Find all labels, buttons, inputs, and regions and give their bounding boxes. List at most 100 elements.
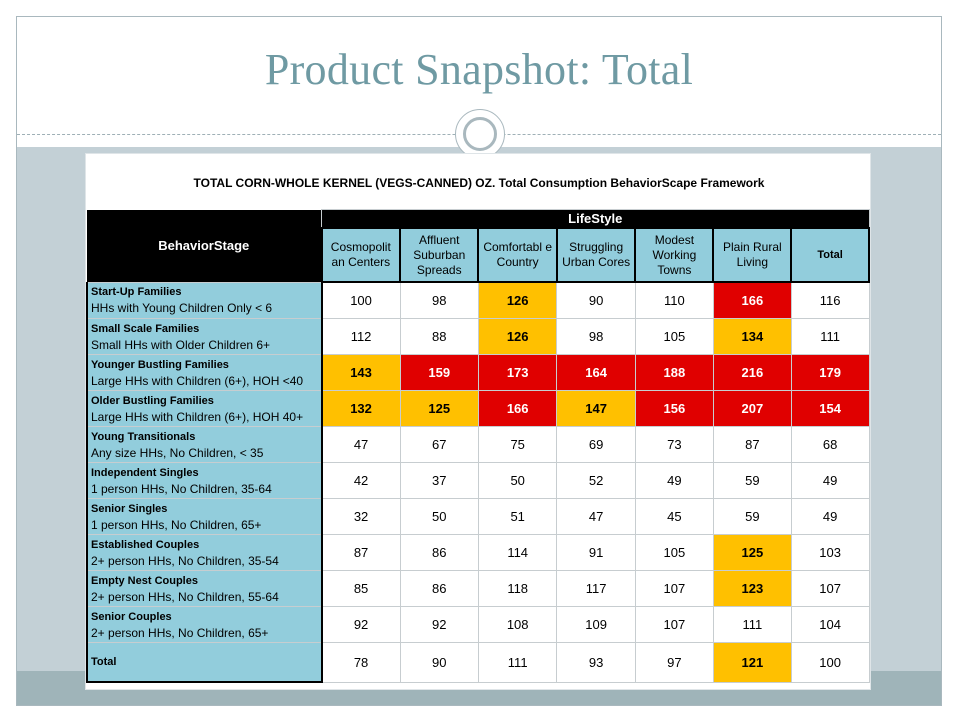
table-cell: 104 — [790, 606, 870, 643]
table-cell: 166 — [712, 281, 792, 319]
column-header: Struggling Urban Cores — [555, 227, 637, 283]
row-label-subtitle: HHs with Young Children Only < 6 — [91, 301, 273, 316]
row-label: Start-Up Families HHs with Young Children… — [86, 281, 323, 319]
table-cell: 117 — [556, 570, 636, 607]
table-cell: 111 — [790, 318, 870, 355]
table-cell: 166 — [477, 390, 558, 427]
total-cell: 78 — [321, 642, 401, 683]
table-cell: 69 — [556, 426, 636, 463]
column-header: Total — [790, 227, 870, 283]
table-row: Start-Up Families HHs with Young Children… — [86, 281, 870, 319]
row-label-subtitle: Any size HHs, No Children, < 35 — [91, 445, 264, 460]
table-row: Younger Bustling Families Large HHs with … — [86, 354, 870, 391]
table-row: Senior Couples 2+ person HHs, No Children… — [86, 606, 870, 643]
slide-title: Product Snapshot: Total — [264, 45, 694, 94]
table-cell: 107 — [634, 570, 714, 607]
table-row: Independent Singles 1 person HHs, No Chil… — [86, 462, 870, 499]
row-label-title: Independent Singles — [91, 466, 199, 479]
total-cell: 111 — [477, 642, 558, 683]
table-cell: 110 — [634, 281, 714, 319]
table-cell: 105 — [634, 534, 714, 571]
row-label-title: Established Couples — [91, 538, 200, 551]
table-cell: 123 — [712, 570, 792, 607]
table-cell: 107 — [790, 570, 870, 607]
table-cell: 118 — [477, 570, 558, 607]
table-cell: 37 — [399, 462, 479, 499]
row-label-title: Senior Couples — [91, 610, 172, 623]
table-cell: 159 — [399, 354, 479, 391]
total-cell: 93 — [556, 642, 636, 683]
table-cell: 143 — [321, 354, 401, 391]
table-cell: 107 — [634, 606, 714, 643]
table-cell: 47 — [556, 498, 636, 535]
table-panel: TOTAL CORN-WHOLE KERNEL (VEGS-CANNED) OZ… — [85, 153, 871, 690]
total-row: Total 78 90 111 93 97 121 100 — [86, 642, 870, 683]
table-cell: 100 — [321, 281, 401, 319]
table-cell: 52 — [556, 462, 636, 499]
table-cell: 207 — [712, 390, 792, 427]
table-cell: 98 — [556, 318, 636, 355]
lifestyle-header: LifeStyle — [321, 209, 870, 229]
table-cell: 216 — [712, 354, 792, 391]
table-cell: 134 — [712, 318, 792, 355]
table-cell: 90 — [556, 281, 636, 319]
table-cell: 45 — [634, 498, 714, 535]
header-row-lifestyle: BehaviorStage LifeStyle — [87, 209, 870, 282]
table-cell: 179 — [790, 354, 870, 391]
table-row: Small Scale Families Small HHs with Older… — [86, 318, 870, 355]
table-cell: 164 — [556, 354, 636, 391]
table-cell: 68 — [790, 426, 870, 463]
row-label-title: Senior Singles — [91, 502, 168, 515]
table-cell: 49 — [790, 498, 870, 535]
table-cell: 116 — [790, 281, 870, 319]
column-header: Plain Rural Living — [712, 227, 793, 283]
row-label-subtitle: Small HHs with Older Children 6+ — [91, 337, 271, 352]
table-title: TOTAL CORN-WHOLE KERNEL (VEGS-CANNED) OZ… — [193, 176, 765, 190]
total-row-label: Total — [86, 642, 323, 683]
table-cell: 67 — [399, 426, 479, 463]
table-cell: 114 — [477, 534, 558, 571]
row-label: Senior Singles 1 person HHs, No Children,… — [86, 498, 323, 535]
row-label-title: Small Scale Families — [91, 322, 200, 335]
table-cell: 111 — [712, 606, 792, 643]
row-label-title: Younger Bustling Families — [91, 358, 229, 371]
table-cell: 109 — [556, 606, 636, 643]
table-cell: 49 — [634, 462, 714, 499]
column-header: Modest Working Towns — [634, 227, 715, 283]
row-label: Young Transitionals Any size HHs, No Chil… — [86, 426, 323, 463]
row-label-subtitle: 2+ person HHs, No Children, 55-64 — [91, 589, 279, 604]
table-row: Older Bustling Families Large HHs with Ch… — [86, 390, 870, 427]
table-cell: 98 — [399, 281, 479, 319]
total-cell: 90 — [399, 642, 479, 683]
table-cell: 92 — [321, 606, 401, 643]
column-header: Cosmopolit an Centers — [320, 227, 402, 283]
table-cell: 49 — [790, 462, 870, 499]
table-cell: 108 — [477, 606, 558, 643]
table-cell: 32 — [321, 498, 401, 535]
row-label-title: Young Transitionals — [91, 430, 196, 443]
table-cell: 125 — [399, 390, 479, 427]
table-cell: 103 — [790, 534, 870, 571]
table-cell: 50 — [399, 498, 479, 535]
table-cell: 75 — [477, 426, 558, 463]
table-cell: 132 — [321, 390, 401, 427]
table-cell: 188 — [634, 354, 714, 391]
column-header: Comfortabl e Country — [477, 227, 558, 283]
total-cell: 97 — [634, 642, 714, 683]
table-cell: 125 — [712, 534, 792, 571]
behaviorscape-table: BehaviorStage LifeStyle Cosmopolit an Cent… — [86, 209, 870, 683]
table-row: Senior Singles 1 person HHs, No Children,… — [86, 498, 870, 535]
table-cell: 47 — [321, 426, 401, 463]
column-header: Affluent Suburban Spreads — [399, 227, 480, 283]
table-row: Established Couples 2+ person HHs, No Chi… — [86, 534, 870, 571]
table-cell: 51 — [477, 498, 558, 535]
row-label-subtitle: 2+ person HHs, No Children, 35-54 — [91, 553, 279, 568]
table-cell: 112 — [321, 318, 401, 355]
total-cell: 100 — [790, 642, 870, 683]
table-cell: 126 — [477, 318, 558, 355]
row-label-subtitle: 1 person HHs, No Children, 65+ — [91, 517, 262, 532]
table-cell: 105 — [634, 318, 714, 355]
row-label: Small Scale Families Small HHs with Older… — [86, 318, 323, 355]
table-cell: 156 — [634, 390, 714, 427]
row-label: Older Bustling Families Large HHs with Ch… — [86, 390, 323, 427]
